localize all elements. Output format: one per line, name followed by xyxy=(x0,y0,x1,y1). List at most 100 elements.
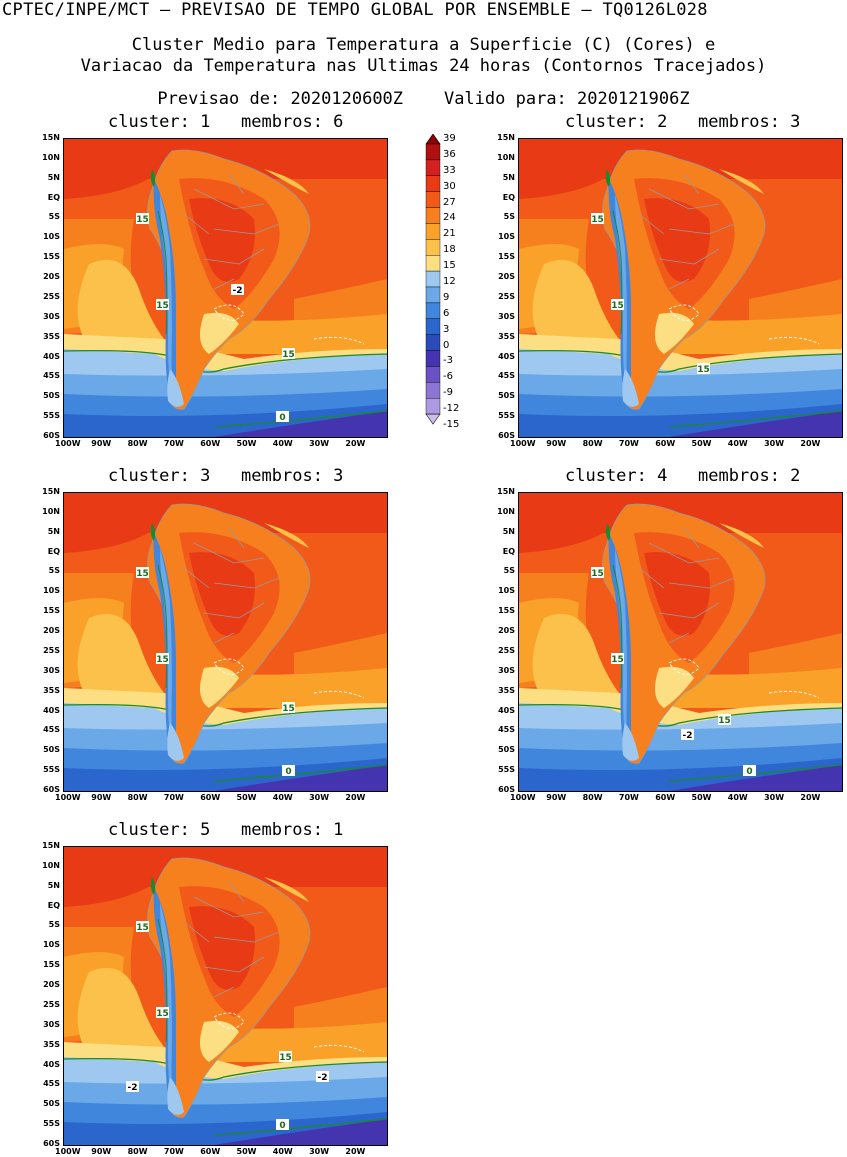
map-canvas: 15 15 15 -2 -2 0 xyxy=(64,847,387,1145)
border-line xyxy=(668,577,735,589)
variation-contour xyxy=(768,336,820,345)
lat-tick-label: 20S xyxy=(498,626,515,636)
lat-tick-label: 60S xyxy=(498,431,515,440)
border-line xyxy=(228,173,245,195)
band-21 xyxy=(669,668,842,708)
lat-tick-label: 35S xyxy=(43,331,60,341)
lat-tick-label: 45S xyxy=(498,371,515,381)
colorbar-bottom-arrow xyxy=(425,413,441,425)
lon-tick-label: 90W xyxy=(91,793,112,802)
colorbar-swatch xyxy=(425,318,441,335)
colorbar-level-label: 24 xyxy=(443,212,456,224)
contour-label: -2 xyxy=(681,729,694,741)
border-line xyxy=(658,602,720,619)
colorbar-level-label: 27 xyxy=(443,196,456,208)
lat-tick-label: 10S xyxy=(43,940,60,950)
colorbar-swatch xyxy=(425,207,441,224)
highland-cold xyxy=(150,169,156,187)
contour-0 xyxy=(668,410,842,428)
contour-label: 15 xyxy=(591,567,604,579)
band-30 xyxy=(519,139,629,199)
lon-tick-label: 30W xyxy=(764,793,785,802)
lat-tick-label: 55S xyxy=(498,765,515,775)
border-line xyxy=(203,956,265,973)
contour-15 xyxy=(64,349,387,373)
lat-tick-label: 50S xyxy=(498,745,515,755)
lat-tick-label: 55S xyxy=(43,411,60,421)
map-canvas: 15 15 15 xyxy=(519,139,842,437)
header-line-2: Cluster Medio para Temperatura a Superfi… xyxy=(131,35,716,55)
colorbar-level-label: 0 xyxy=(443,339,450,351)
lon-tick-label: 90W xyxy=(91,439,112,448)
label-box xyxy=(156,299,169,310)
lat-tick-label: 55S xyxy=(43,1119,60,1129)
contour-15 xyxy=(519,703,842,727)
lon-tick-label: 70W xyxy=(618,439,639,448)
border-line xyxy=(638,213,665,235)
colorbar-level-label: 12 xyxy=(443,276,456,287)
lon-tick-label: 90W xyxy=(546,439,567,448)
lat-tick-label: 15S xyxy=(43,252,60,262)
land-12 xyxy=(167,1077,184,1115)
band-21 xyxy=(214,668,387,708)
temperature-map: 15 15 15 xyxy=(518,138,843,438)
lat-tick-label: 20S xyxy=(43,626,60,636)
land-15 xyxy=(200,312,239,354)
contour-label-text: 15 xyxy=(279,1053,292,1063)
colorbar-level-label: 39 xyxy=(443,133,456,144)
label-box xyxy=(743,765,756,776)
band-minus3 xyxy=(669,411,842,437)
colorbar-level-label: 3 xyxy=(443,323,450,335)
contour-label-text: 15 xyxy=(718,716,731,726)
label-box xyxy=(718,714,731,725)
lat-tick-label: 10S xyxy=(43,232,60,242)
header-line-1: CPTEC/INPE/MCT – PREVISAO DE TEMPO GLOBA… xyxy=(2,0,708,20)
lon-tick-label: 30W xyxy=(764,439,785,448)
header-line-3: Variacao da Temperatura nas Ultimas 24 h… xyxy=(80,56,767,76)
contour-label-text: 15 xyxy=(697,365,710,375)
contour-15-andes xyxy=(157,918,168,1043)
lat-tick-label: 50S xyxy=(43,391,60,401)
colorbar-swatch xyxy=(425,398,441,415)
lat-tick-label: 10S xyxy=(43,586,60,596)
label-box xyxy=(276,1119,289,1130)
temperature-map: 15 15 15 -2 0 xyxy=(518,492,843,792)
land-12 xyxy=(622,369,639,407)
lat-tick-label: 35S xyxy=(43,685,60,695)
lon-tick-label: 40W xyxy=(272,1147,293,1156)
panel-title: cluster: 2 membros: 3 xyxy=(565,112,801,132)
contour-label: -2 xyxy=(316,1071,329,1083)
panel-title: cluster: 4 membros: 2 xyxy=(565,466,801,486)
lon-tick-label: 100W xyxy=(510,439,536,448)
land-30 xyxy=(644,552,710,636)
contour-0 xyxy=(213,1118,387,1136)
lat-tick-label: 5S xyxy=(48,920,60,930)
contour-label: 15 xyxy=(718,714,731,726)
lon-tick-label: 50W xyxy=(236,439,257,448)
colorbar-level-label: -15 xyxy=(443,419,460,430)
lon-tick-label: 50W xyxy=(691,439,712,448)
lat-tick-label: 40S xyxy=(43,705,60,715)
lat-tick-label: 40S xyxy=(498,705,515,715)
lon-tick-label: 30W xyxy=(309,1147,330,1156)
border-line xyxy=(213,986,235,998)
land-15 xyxy=(655,666,694,708)
lat-tick-label: 15S xyxy=(498,252,515,262)
lon-tick-label: 80W xyxy=(127,439,148,448)
band-21 xyxy=(214,1022,387,1062)
border-line xyxy=(213,632,235,644)
lat-tick-label: 15N xyxy=(497,133,515,142)
lon-tick-label: 80W xyxy=(127,1147,148,1156)
contour-label-text: 15 xyxy=(156,1009,169,1019)
lat-tick-label: 20S xyxy=(43,272,60,282)
colorbar-swatch xyxy=(425,159,441,176)
panel-title: cluster: 1 membros: 6 xyxy=(108,112,344,132)
border-line xyxy=(213,278,235,290)
contour-label: -2 xyxy=(231,284,244,296)
lat-tick-label: 55S xyxy=(43,765,60,775)
lat-tick-label: 25S xyxy=(43,291,60,301)
lat-tick-label: 25S xyxy=(43,999,60,1009)
border-line xyxy=(228,527,245,549)
lat-tick-label: 15N xyxy=(497,487,515,496)
lat-tick-label: 30S xyxy=(498,665,515,675)
